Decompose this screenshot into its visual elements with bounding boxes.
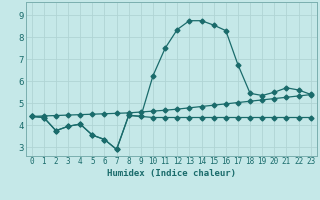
X-axis label: Humidex (Indice chaleur): Humidex (Indice chaleur) [107, 169, 236, 178]
